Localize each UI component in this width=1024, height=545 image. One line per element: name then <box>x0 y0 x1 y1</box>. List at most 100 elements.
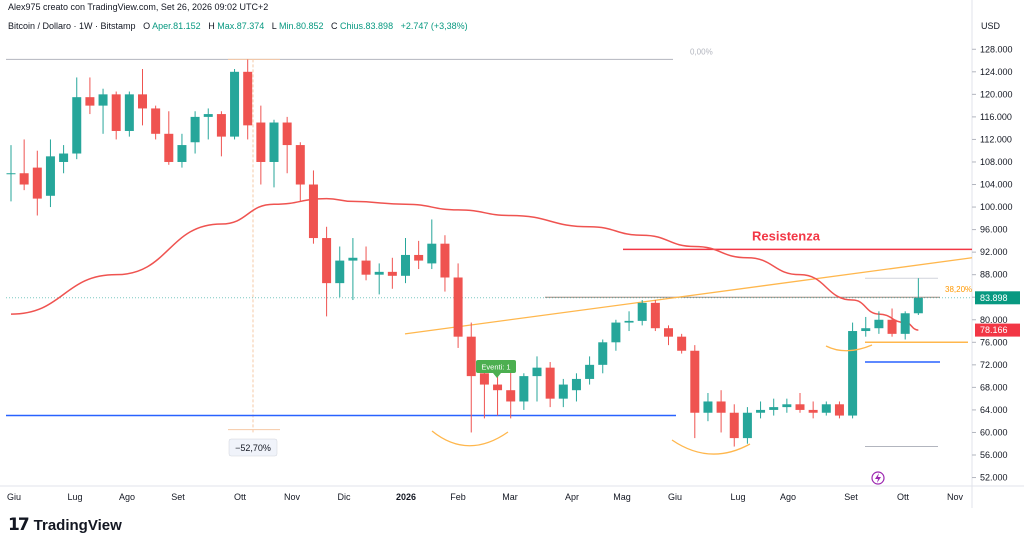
event-flag-label: Eventi: 1 <box>481 363 510 372</box>
candle-body <box>85 97 95 106</box>
candle-body <box>821 404 831 413</box>
candle-body <box>256 122 266 162</box>
candle-body <box>335 260 345 284</box>
candle-body <box>493 384 503 391</box>
currency-label: USD <box>981 21 1001 31</box>
x-tick-label: Giu <box>668 492 682 502</box>
tradingview-logo[interactable]: 17 TradingView <box>8 514 122 536</box>
symbol-name: Bitcoin / Dollaro · 1W · Bitstamp <box>8 21 136 31</box>
candle-body <box>440 243 450 278</box>
rising-trendline <box>404 257 973 335</box>
candle-body <box>282 122 292 146</box>
x-tick-label: Nov <box>947 492 964 502</box>
x-tick-label: Ago <box>780 492 796 502</box>
candle-body <box>848 331 858 416</box>
candle-body <box>295 145 305 185</box>
candle-body <box>164 133 174 162</box>
resistance-label: Resistenza <box>752 228 821 243</box>
candle-body <box>769 407 779 410</box>
x-tick-label: Dic <box>338 492 351 502</box>
fib-0-label: 0,00% <box>690 47 713 56</box>
candle-body <box>427 243 437 264</box>
candle-body <box>650 302 660 329</box>
price-chart[interactable]: 52.000 56.000 60.000 64.000 68.000 72.000 76.0… <box>0 0 1024 508</box>
y-tick-label: 124.000 <box>980 67 1013 77</box>
event-flag-pointer <box>493 373 501 378</box>
candle-body <box>703 401 713 413</box>
candle-body <box>243 71 253 126</box>
candle-body <box>216 114 226 137</box>
candle-body <box>729 412 739 439</box>
candle-body <box>598 342 608 365</box>
y-tick-label: 88.000 <box>980 270 1008 280</box>
x-tick-label: Ago <box>119 492 135 502</box>
candle-body <box>861 328 871 332</box>
cup-arc-1 <box>431 430 509 447</box>
candle-body <box>664 328 673 337</box>
candle-body <box>690 350 700 413</box>
ma-value-tag: 78.166 <box>980 325 1008 335</box>
x-tick-label: Ott <box>897 492 910 502</box>
current-price-tag-box <box>975 291 1020 305</box>
x-tick-label: Giu <box>7 492 21 502</box>
candle-body <box>558 384 568 399</box>
candle-body <box>677 336 687 351</box>
candle-body <box>637 302 647 321</box>
candle-body <box>506 390 516 402</box>
candle-body <box>624 320 634 323</box>
candle-body <box>45 156 55 196</box>
candle-body <box>19 173 29 185</box>
x-tick-label: Set <box>844 492 858 502</box>
x-tick-label: Apr <box>565 492 579 502</box>
y-tick-label: 64.000 <box>980 405 1008 415</box>
candle-body <box>190 116 200 143</box>
y-tick-label: 112.000 <box>980 134 1012 144</box>
candle-body <box>571 378 581 391</box>
y-tick-label: 68.000 <box>980 382 1008 392</box>
y-tick-label: 120.000 <box>980 89 1013 99</box>
footer: 17 TradingView <box>0 508 1024 545</box>
candle-body <box>308 184 318 239</box>
candle-body <box>151 108 161 134</box>
x-tick-label: Lug <box>67 492 82 502</box>
candle-body <box>545 367 555 399</box>
y-tick-label: 56.000 <box>980 450 1008 460</box>
x-tick-label: Mar <box>502 492 518 502</box>
y-tick-label: 108.000 <box>980 157 1013 167</box>
candle-body <box>532 367 542 377</box>
drawdown-label: −52,70% <box>235 443 271 453</box>
drawdown-label-box <box>228 438 278 457</box>
y-tick-label: 100.000 <box>980 202 1013 212</box>
candle-body <box>887 319 897 334</box>
candle-body <box>361 260 371 275</box>
candle-body <box>479 373 489 385</box>
candle-body <box>756 409 766 413</box>
candle-body <box>72 97 82 154</box>
candle-body <box>32 167 42 199</box>
ohlc-change: +2.747 (+3,38%) <box>400 21 468 31</box>
candle-body <box>98 94 108 106</box>
current-price-tag: 83.898 <box>980 293 1008 303</box>
candle-body <box>322 238 332 284</box>
moving-average-line <box>10 197 919 331</box>
x-tick-label: Mag <box>613 492 631 502</box>
candle-body <box>374 271 384 275</box>
y-tick-label: 116.000 <box>980 112 1012 122</box>
x-tick-label: Feb <box>450 492 466 502</box>
candle-body <box>466 336 476 377</box>
candle-body <box>401 254 410 276</box>
candle-body <box>795 404 805 410</box>
ohlc-close: C Chius.83.898 <box>331 21 394 31</box>
candle-body <box>585 364 595 379</box>
candle-body <box>716 401 726 413</box>
candle-body <box>519 376 529 402</box>
candle-body <box>808 409 818 413</box>
x-tick-label: Set <box>171 492 185 502</box>
candle-body <box>138 94 147 109</box>
candle-body <box>913 297 923 314</box>
y-tick-label: 80.000 <box>980 315 1008 325</box>
candle-body <box>742 412 752 439</box>
author-line: Alex975 creato con TradingView.com, Set … <box>8 2 269 12</box>
candle-body <box>348 257 358 261</box>
candle-body <box>203 114 213 117</box>
